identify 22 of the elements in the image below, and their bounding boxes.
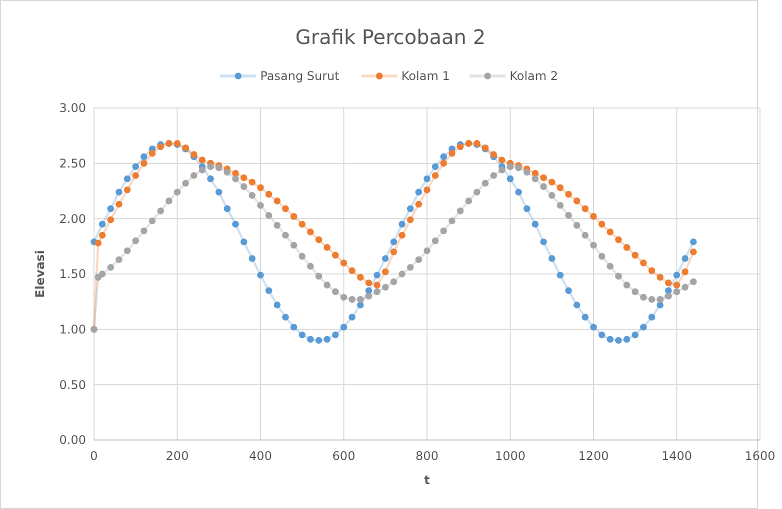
x-tick-label: 1400: [661, 449, 692, 463]
y-tick-label: 3.00: [59, 101, 86, 116]
legend-label: Kolam 1: [401, 69, 450, 84]
y-tick-label: 2.00: [59, 212, 86, 226]
y-axis-title: Elevasi: [33, 250, 47, 298]
x-tick-label: 0: [90, 449, 98, 463]
x-tick-label: 400: [249, 449, 272, 463]
x-axis-title: t: [424, 473, 430, 487]
x-tick-label: 1200: [578, 449, 609, 463]
y-tick-label: 0.00: [59, 433, 86, 448]
legend-label: Kolam 2: [510, 69, 558, 84]
x-tick-label: 200: [166, 449, 189, 463]
x-tick-label: 1000: [494, 449, 526, 463]
y-tick-label: 2.50: [59, 156, 86, 171]
y-tick-label: 1.50: [59, 267, 86, 282]
y-tick-label: 1.00: [59, 322, 86, 337]
x-tick-label: 600: [332, 449, 356, 463]
x-tick-label: 1600: [744, 449, 776, 463]
legend-label: Pasang Surut: [260, 69, 340, 84]
x-tick-label: 800: [416, 449, 438, 463]
chart-title: Grafik Percobaan 2: [295, 25, 486, 49]
y-tick-label: 0.50: [59, 378, 86, 392]
